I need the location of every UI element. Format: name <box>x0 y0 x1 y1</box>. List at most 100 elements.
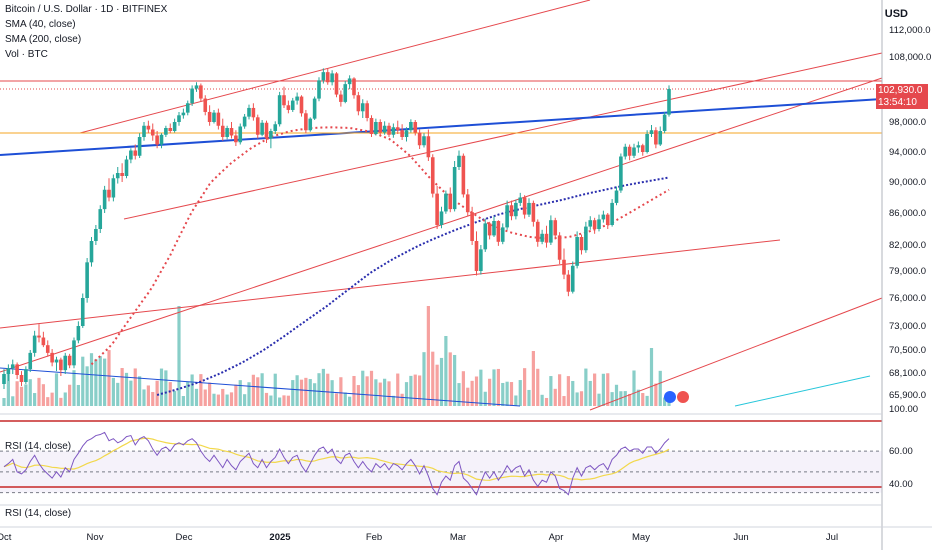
volume-bar <box>352 375 356 406</box>
volume-bar <box>124 372 129 406</box>
volume-bar <box>212 393 216 406</box>
volume-bar <box>610 392 614 406</box>
price-tick-label: 76,000.0 <box>889 293 926 304</box>
flag-event-icon <box>677 391 689 403</box>
candle-body <box>334 73 339 95</box>
volume-bar <box>334 393 339 406</box>
price-tick-label: 68,100.0 <box>889 368 926 379</box>
volume-bar <box>391 395 395 406</box>
volume-bar <box>553 388 557 406</box>
volume-bar <box>6 370 10 406</box>
volume-bar <box>654 383 658 406</box>
candle-body <box>579 237 584 251</box>
lower-rising-line <box>589 297 883 411</box>
volume-bar <box>658 370 662 406</box>
candle-body <box>295 96 299 101</box>
rsi-pane[interactable] <box>0 420 882 496</box>
volume-bar <box>295 375 299 406</box>
price-tick-label: 98,000.0 <box>889 117 926 128</box>
volume-bar <box>229 392 234 406</box>
candle-body <box>531 202 536 222</box>
candle-body <box>299 96 304 114</box>
candle-body <box>474 241 479 271</box>
symbol-title[interactable]: Bitcoin / U.S. Dollar · 1D · BITFINEX <box>5 4 168 15</box>
blue-trendline <box>0 98 883 156</box>
candle-body <box>382 125 387 133</box>
volume-bar <box>426 306 430 406</box>
price-tick-label: 70,500.0 <box>889 345 926 356</box>
volume-bar <box>89 353 94 406</box>
candle-body <box>63 355 68 371</box>
candle-body <box>465 194 470 213</box>
volume-bar <box>365 376 369 406</box>
volume-bar <box>606 373 610 406</box>
support-line <box>0 239 781 329</box>
volume-bar <box>146 385 150 406</box>
sma40-legend[interactable]: SMA (40, close) <box>5 19 76 30</box>
volume-bar <box>623 391 627 406</box>
volume-bar <box>378 382 382 406</box>
candle-body <box>207 111 212 122</box>
volume-bar <box>404 382 409 406</box>
candle-body <box>98 209 103 229</box>
time-tick-label: Mar <box>450 532 466 543</box>
volume-bar <box>24 384 28 406</box>
rsi-legend[interactable]: RSI (14, close) <box>5 441 72 452</box>
rsi2-legend[interactable]: RSI (14, close) <box>5 508 72 519</box>
countdown-tag: 13:54:10 <box>876 96 928 109</box>
candle-body <box>417 132 422 146</box>
volume-bar <box>129 380 133 406</box>
sma200-legend[interactable]: SMA (200, close) <box>5 34 82 45</box>
candle-body <box>562 259 566 275</box>
candles <box>2 68 689 403</box>
candle-body <box>19 375 24 382</box>
volume-bar <box>308 379 312 406</box>
candle-body <box>487 223 492 236</box>
candle-body <box>518 197 523 203</box>
candle-body <box>137 137 142 156</box>
volume-bar <box>536 368 540 406</box>
volume-bar <box>527 389 531 406</box>
candle-body <box>155 135 159 145</box>
candle-body <box>623 146 628 157</box>
volume-bar <box>628 393 632 406</box>
volume-bar <box>444 336 448 406</box>
volume-bar <box>474 376 479 406</box>
channel-upper-line <box>79 0 591 134</box>
volume-bar <box>317 373 321 406</box>
candle-body <box>308 118 313 131</box>
time-tick-label: Apr <box>549 532 564 543</box>
price-tick-label: 112,000.0 <box>889 25 931 36</box>
volume-bar <box>168 382 172 406</box>
drawn-trendlines[interactable] <box>0 0 883 411</box>
candle-body <box>356 95 361 112</box>
candle-body <box>509 205 514 217</box>
rsi-line <box>3 431 670 496</box>
candle-body <box>59 359 63 371</box>
candle-body <box>269 131 273 139</box>
rsi-tick-label: 100.00 <box>889 404 918 415</box>
volume-bar <box>208 382 212 406</box>
volume-legend[interactable]: Vol · BTC <box>5 49 48 60</box>
volume-bar <box>15 381 19 406</box>
volume-bar <box>330 380 334 406</box>
volume-bar <box>251 374 255 406</box>
time-tick-label: Oct <box>0 532 12 543</box>
volume-bar <box>579 391 584 406</box>
candle-body <box>277 95 282 125</box>
volume-bar <box>558 374 562 406</box>
candle-body <box>24 369 28 382</box>
currency-label[interactable]: USD <box>884 8 908 20</box>
volume-bar <box>194 388 199 406</box>
volume-bar <box>496 368 500 406</box>
candle-body <box>330 73 334 83</box>
candle-body <box>164 128 168 135</box>
candle-body <box>102 189 107 210</box>
candle-body <box>426 136 431 158</box>
candle-body <box>492 221 496 236</box>
candle-body <box>234 135 238 143</box>
candle-body <box>627 146 632 156</box>
volume-bar <box>221 388 225 406</box>
volume-bar <box>501 382 505 406</box>
